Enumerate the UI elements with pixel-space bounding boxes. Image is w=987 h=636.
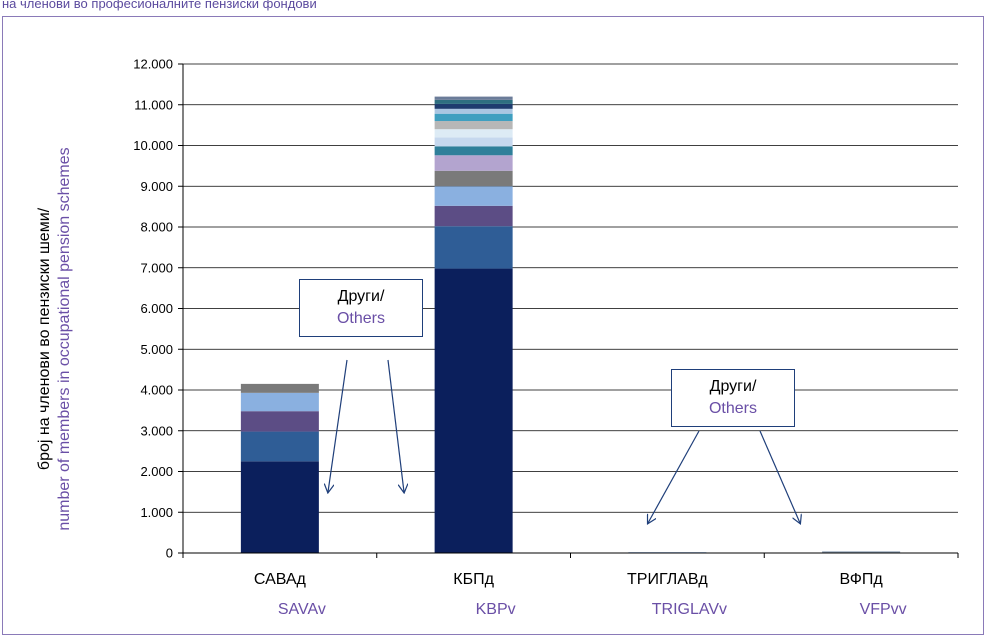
- y-axis-title-mk: број на членови во пензиски шеми/: [36, 207, 53, 470]
- bar-segment: [434, 96, 513, 100]
- x-category-label-mk: ВФПд: [840, 571, 884, 588]
- bar-segment: [822, 551, 901, 553]
- bar-segment: [434, 268, 513, 553]
- arrow-others-2b: [759, 430, 800, 523]
- bars: [240, 96, 901, 553]
- y-tick-label: 6.000: [140, 301, 173, 316]
- x-category-label-en: VFPvv: [860, 601, 907, 618]
- bar-segment: [240, 383, 319, 393]
- x-category-label-en: SAVAv: [278, 601, 326, 618]
- bar-segment: [434, 170, 513, 187]
- y-tick-label: 8.000: [140, 220, 173, 235]
- x-category-label-en: TRIGLAVv: [652, 601, 727, 618]
- callout-others-1-line2: Others: [336, 310, 385, 327]
- callout-others-2: Други/ Others: [671, 369, 795, 427]
- x-category-label-en: KBPv: [476, 601, 516, 618]
- callout-others-1-line1: Други/: [337, 288, 385, 305]
- y-tick-label: 1.000: [140, 505, 173, 520]
- bar-segment: [434, 129, 513, 138]
- bar-segment: [434, 121, 513, 130]
- x-category-label-mk: САВАд: [254, 571, 307, 588]
- x-category-labels: САВАд SAVAv КБПд KBPv ТРИГЛАВд TRIGLAVv ВФПд VF…: [254, 571, 907, 618]
- bar-segment: [434, 137, 513, 147]
- bar-segment: [240, 392, 319, 412]
- callout-others-1: Други/ Others: [299, 279, 423, 337]
- annotation-arrows: [328, 359, 800, 523]
- arrow-others-1b: [387, 359, 404, 492]
- bar-segment: [434, 113, 513, 122]
- bar-segment: [434, 155, 513, 171]
- bar-segment: [240, 461, 319, 553]
- y-tick-label: 12.000: [133, 57, 173, 72]
- arrow-others-1a: [328, 359, 348, 492]
- y-tick-labels: 0 1.000 2.000 3.000 4.000 5.000 6.000 7.000 8.00…: [133, 57, 173, 561]
- y-tick-label: 0: [166, 546, 173, 561]
- bar-segment: [240, 431, 319, 462]
- arrow-others-2a: [648, 430, 700, 523]
- y-tick-label: 5.000: [140, 342, 173, 357]
- callout-others-2-line1: Други/: [709, 378, 757, 395]
- x-category-label-mk: ТРИГЛАВд: [627, 571, 708, 588]
- x-category-label-mk: КБПд: [453, 571, 494, 588]
- bar-segment: [434, 146, 513, 156]
- y-tick-label: 9.000: [140, 179, 173, 194]
- y-tick-label: 11.000: [134, 97, 173, 112]
- y-tick-label: 4.000: [140, 383, 173, 398]
- callout-others-2-line2: Others: [708, 400, 757, 417]
- y-tick-label: 2.000: [140, 464, 173, 479]
- bar-segment: [240, 411, 319, 432]
- bar-segment: [434, 205, 513, 227]
- axes: [178, 63, 959, 558]
- chart-caption: на членови во професионалните пензиски ф…: [2, 0, 317, 11]
- bar-segment: [434, 99, 513, 104]
- y-tick-label: 10.000: [133, 138, 173, 153]
- y-tick-label: 3.000: [140, 423, 173, 438]
- bar-segment: [434, 108, 513, 114]
- y-axis-title: број на членови во пензиски шеми/ number…: [36, 147, 73, 530]
- chart-frame: 0 1.000 2.000 3.000 4.000 5.000 6.000 7.000 8.00…: [2, 16, 984, 635]
- y-axis-title-en: number of members in occupational pensio…: [56, 147, 73, 530]
- y-tick-label: 7.000: [140, 260, 173, 275]
- bar-segment: [434, 103, 513, 109]
- bar-segment: [434, 186, 513, 206]
- bar-segment: [434, 226, 513, 269]
- stacked-bar-chart: 0 1.000 2.000 3.000 4.000 5.000 6.000 7.000 8.00…: [36, 57, 959, 618]
